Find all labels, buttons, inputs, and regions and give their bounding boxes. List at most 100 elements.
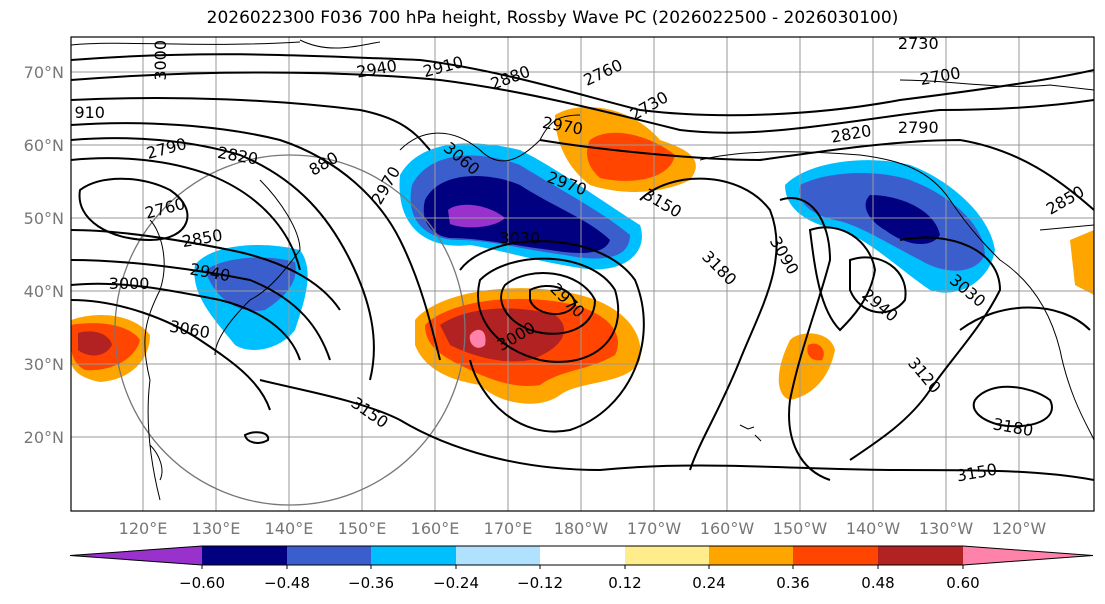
contour-label: 3150 (348, 393, 392, 432)
lat-tick-label: 60°N (24, 136, 64, 155)
contour-label: 2790 (898, 118, 939, 137)
shaded-negative-ne-pacific (785, 160, 995, 293)
contour-label-text: 3090 (766, 233, 803, 278)
contour-label-text: 3060 (168, 317, 211, 343)
contour-label: 2880 (488, 62, 533, 94)
contour-label-text: 2910 (421, 52, 465, 81)
colorbar-tick-label: −0.36 (348, 574, 394, 592)
contour-label-text: 2730 (627, 87, 672, 124)
contour-label: 3090 (766, 233, 803, 278)
contour-label-text: 3150 (348, 393, 392, 432)
contour-label: 3120 (904, 354, 945, 397)
colorbar-tick-label: −0.12 (517, 574, 563, 592)
lon-tick-label: 180°W (554, 519, 609, 538)
gridlines (71, 37, 1094, 511)
colorbar-segment (287, 546, 371, 565)
contour-label-text: 2730 (898, 34, 939, 53)
contour-label: 2790 (144, 134, 188, 163)
lat-tick-labels: 70°N 60°N 50°N 40°N 30°N 20°N (24, 63, 64, 447)
colorbar-segment (202, 546, 287, 565)
contour-label-text: 2820 (216, 143, 259, 169)
contour-label: 3000 (109, 274, 150, 293)
contour-label-text: 2700 (919, 63, 962, 89)
figure-title: 2026022300 F036 700 hPa height, Rossby W… (206, 8, 899, 28)
lat-tick-label: 30°N (24, 355, 64, 374)
colorbar-tick-label: 0.12 (608, 574, 641, 592)
contour-label: 910 (74, 103, 105, 122)
lon-tick-label: 170°W (627, 519, 682, 538)
shaded-positive-china (71, 315, 150, 382)
contour-label: 3030 (499, 229, 540, 248)
map-frame (70, 36, 1095, 512)
contour-label-text: 3150 (640, 185, 685, 222)
lon-tick-label: 140°W (846, 519, 901, 538)
colorbar-tick-label: −0.24 (433, 574, 479, 592)
colorbar: −0.60 −0.48 −0.36 −0.24 −0.12 0.12 0.24 0.36 0.4… (69, 545, 1094, 592)
contour-label: 2730 (898, 34, 939, 53)
contour-label: 2820 (829, 121, 872, 147)
shaded-negative-japan (194, 245, 308, 350)
lat-tick-label: 20°N (24, 428, 64, 447)
lat-tick-label: 40°N (24, 282, 64, 301)
contour-label-text: 2970 (367, 163, 404, 208)
lon-tick-label: 120°W (992, 519, 1047, 538)
colorbar-segment (625, 546, 709, 565)
lat-tick-label: 70°N (24, 63, 64, 82)
contour-label-text: 2790 (898, 118, 939, 137)
contour-label: 2910 (421, 52, 465, 81)
contour-label-text: 910 (74, 103, 105, 122)
contour-label-text: 2760 (581, 55, 626, 89)
contour-label: 3060 (168, 317, 211, 343)
colorbar-tick-label: 0.24 (692, 574, 725, 592)
contour-label-text: 3000 (151, 40, 170, 81)
lon-tick-label: 120°E (119, 519, 168, 538)
colorbar-tick-label: 0.48 (861, 574, 894, 592)
height-contours (71, 53, 1094, 481)
lon-tick-label: 160°W (700, 519, 755, 538)
contour-label-text: 3000 (109, 274, 150, 293)
lon-tick-labels: 120°E 130°E 140°E 150°E 160°E 170°E 180°W 170°W… (119, 519, 1047, 538)
contour-label: 3150 (955, 460, 998, 486)
colorbar-segment (709, 546, 793, 565)
colorbar-segment (793, 546, 878, 565)
shaded-negative-nw-pacific (399, 143, 642, 270)
contour-label-text: 3120 (904, 354, 945, 397)
contour-label-text: 3180 (698, 247, 740, 289)
colorbar-segment (456, 546, 540, 565)
lon-tick-label: 140°E (265, 519, 314, 538)
reference-circle (114, 154, 466, 506)
contour-label: 2730 (627, 87, 672, 124)
colorbar-segment (878, 546, 963, 565)
colorbar-extend-high (963, 546, 1093, 565)
contour-label: 2700 (919, 63, 962, 89)
colorbar-tick-label: −0.48 (264, 574, 310, 592)
contour-label-text: 2880 (488, 62, 533, 94)
lon-tick-label: 160°E (411, 519, 460, 538)
contour-label: 3000 (151, 40, 170, 81)
contour-label: 2820 (216, 143, 259, 169)
colorbar-tick-label: 0.60 (946, 574, 979, 592)
shaded-positive-central-pacific (415, 288, 641, 404)
colorbar-segment (371, 546, 456, 565)
colorbar-tick-label: 0.36 (776, 574, 809, 592)
colorbar-tick-label: −0.60 (179, 574, 225, 592)
lon-tick-label: 130°W (919, 519, 974, 538)
lat-tick-label: 50°N (24, 209, 64, 228)
contour-label: 2970 (367, 163, 404, 208)
contour-label-text: 2940 (355, 56, 398, 82)
lon-tick-label: 150°W (773, 519, 828, 538)
contour-label: 2760 (581, 55, 626, 89)
colorbar-segment (540, 546, 625, 565)
colorbar-extend-low (70, 546, 202, 565)
lon-tick-label: 130°E (192, 519, 241, 538)
contour-label-text: 3030 (499, 229, 540, 248)
contour-label: 3180 (991, 414, 1034, 440)
contour-label: 3180 (698, 247, 740, 289)
contour-label-text: 2820 (829, 121, 872, 147)
contour-label: 2940 (355, 56, 398, 82)
contour-label-text: 2790 (144, 134, 188, 163)
contour-label-text: 3180 (991, 414, 1034, 440)
